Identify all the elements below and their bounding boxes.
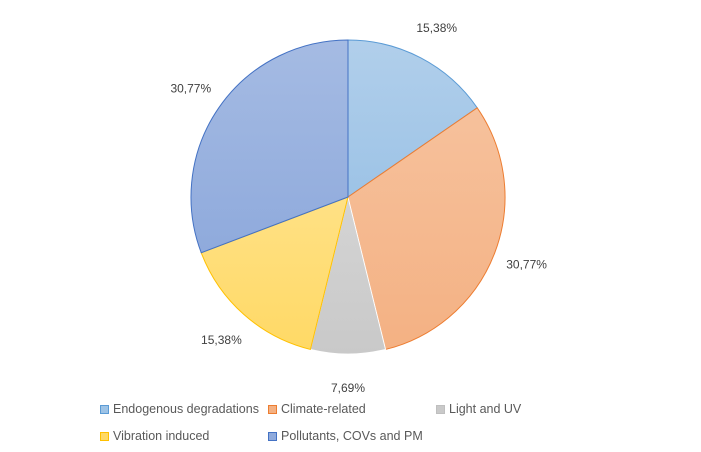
legend-label: Light and UV [449, 402, 522, 416]
legend-item-vibration-induced: Vibration induced [100, 429, 209, 443]
legend-swatch [100, 431, 109, 441]
legend-label: Climate-related [281, 402, 366, 416]
legend-swatch [268, 404, 277, 414]
legend-label: Pollutants, COVs and PM [281, 429, 423, 443]
data-label-pollutants-covs-and-pm: 30,77% [170, 82, 211, 96]
legend-item-endogenous-degradations: Endogenous degradations [100, 402, 259, 416]
pie-slice-climate-related [347, 107, 506, 351]
pie-slice-pollutants-covs-and-pm [190, 39, 349, 254]
legend-swatch [436, 404, 445, 414]
legend-row-1: Endogenous degradations Climate-related … [100, 398, 660, 425]
pie-slice-vibration-induced [200, 196, 349, 351]
legend-item-pollutants-covs-and-pm: Pollutants, COVs and PM [268, 429, 423, 443]
pie-slices [190, 39, 506, 355]
data-label-climate-related: 30,77% [506, 258, 547, 272]
legend-item-climate-related: Climate-related [268, 402, 366, 416]
legend-item-light-and-uv: Light and UV [436, 402, 521, 416]
data-label-vibration-induced: 15,38% [201, 333, 242, 347]
legend-label: Endogenous degradations [113, 402, 259, 416]
data-label-light-and-uv: 7,69% [331, 381, 365, 395]
data-label-endogenous-degradations: 15,38% [416, 21, 457, 35]
legend-swatch [268, 431, 277, 441]
pie-slice-endogenous-degradations [347, 39, 478, 198]
legend-label: Vibration induced [113, 429, 210, 443]
legend-row-2: Vibration induced Pollutants, COVs and P… [100, 425, 660, 452]
legend-swatch [100, 404, 109, 414]
pie-data-labels: 15,38% 30,77% 7,69% 15,38% 30,77% [170, 21, 547, 395]
chart-legend: Endogenous degradations Climate-related … [100, 398, 660, 452]
